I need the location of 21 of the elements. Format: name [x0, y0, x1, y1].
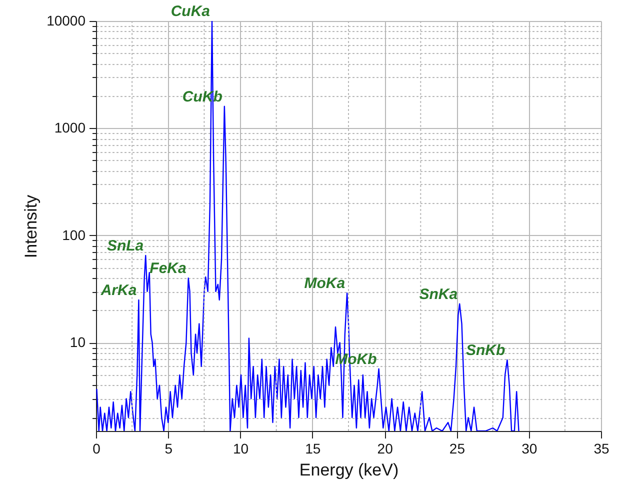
x-tick-label: 0	[92, 440, 101, 456]
y-tick-label: 10	[70, 334, 86, 350]
y-tick-label: 100	[62, 226, 86, 243]
x-tick-label: 10	[232, 440, 249, 456]
x-tick-label: 30	[522, 440, 538, 456]
y-tick-label: 10000	[46, 12, 86, 28]
x-tick-label: 20	[377, 440, 394, 456]
annotation: SnKa	[419, 286, 458, 303]
annotation: ArKa	[100, 282, 137, 299]
x-tick-label: 25	[449, 440, 466, 456]
y-axis-title: Intensity	[22, 194, 41, 258]
annotation: SnKb	[466, 342, 506, 359]
annotation: MoKa	[304, 275, 346, 292]
x-tick-label: 35	[594, 440, 610, 456]
annotation: FeKa	[150, 260, 186, 278]
annotation: SnLa	[106, 238, 144, 254]
annotation: CuKa	[170, 3, 210, 20]
y-tick-label: 1000	[54, 120, 86, 136]
x-axis-title: Energy (keV)	[299, 460, 399, 480]
x-tick-label: 5	[164, 440, 173, 456]
x-tick-label: 15	[305, 440, 321, 456]
